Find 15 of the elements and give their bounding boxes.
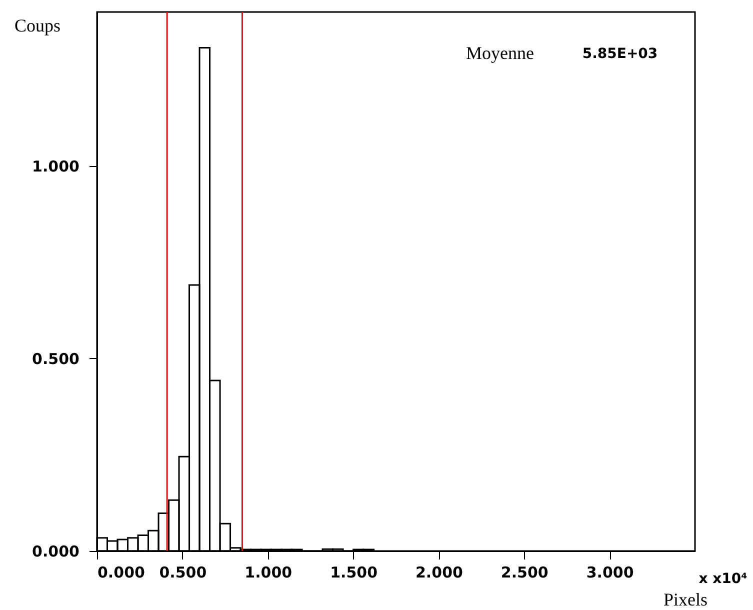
x-axis-title: Pixels [663,590,708,610]
text: x x10⁴ [698,571,748,587]
y-tick-label: 1.000 [32,158,80,176]
y-tick-label: 0.000 [32,542,80,560]
y-tick-label: 0.500 [32,350,80,368]
y-axis-title: Coups [14,16,61,36]
annotation: Moyenne [466,43,534,63]
x-tick-label: 0.000 [98,564,145,582]
x-tick-label: 2.500 [500,564,548,582]
x-tick-label: 0.500 [159,564,207,582]
x-tick-label: 1.500 [330,564,378,582]
annotation: 5.85E+03 [582,46,658,62]
x-tick-label: 1.000 [244,564,292,582]
x-tick-label: 2.000 [415,564,463,582]
x-tick-label: 3.000 [586,564,634,582]
